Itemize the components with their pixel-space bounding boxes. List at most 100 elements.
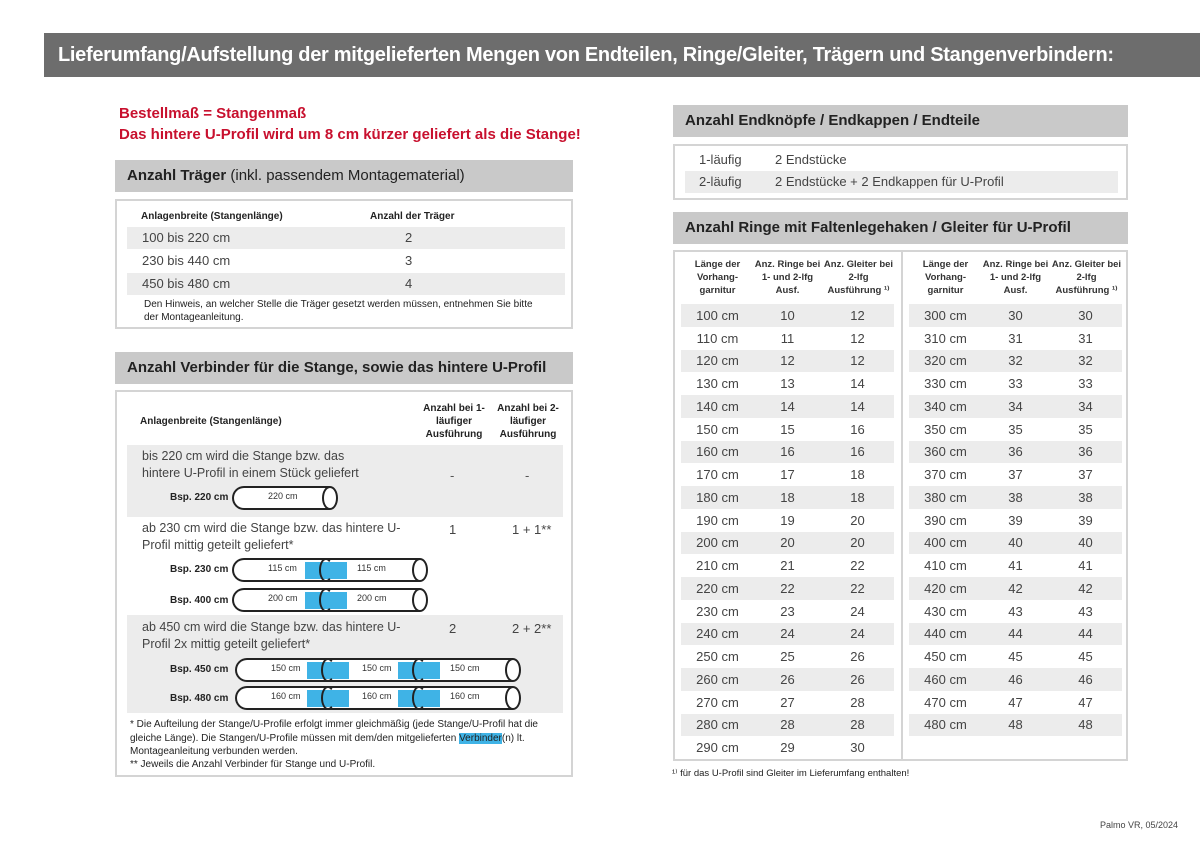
gliders-cell: 12 <box>850 330 865 346</box>
length-cell: 120 cm <box>681 349 754 373</box>
type: 1-läufig <box>699 152 742 167</box>
rings-cell: 44 <box>982 622 1049 646</box>
count: 2 <box>405 230 413 245</box>
rings-cell: 11 <box>780 330 795 346</box>
rings-cell: 31 <box>1008 330 1023 346</box>
gliders-cell: 35 <box>1078 421 1093 437</box>
table-row: 370 cm 37 37 <box>909 463 1122 486</box>
table-row: 410 cm 41 41 <box>909 554 1122 577</box>
gliders-cell: 12 <box>821 304 894 327</box>
table-row: 100 bis 220 cm 2 <box>127 227 565 249</box>
table-row: 210 cm 21 22 <box>681 554 894 577</box>
length-cell: 460 cm <box>909 668 982 691</box>
rings-cell: 28 <box>754 713 821 737</box>
length-cell: 110 cm <box>696 330 739 346</box>
table-row: 270 cm 27 28 <box>681 691 894 714</box>
type: 2-läufig <box>699 174 742 189</box>
verbinder-footnote-2: ** Jeweils die Anzahl Verbinder für Stan… <box>130 759 376 770</box>
verbinder-table: Anlagenbreite (Stangenlänge) Anzahl bei … <box>115 390 573 777</box>
rings-cell: 38 <box>982 486 1049 509</box>
rings-cell: 17 <box>780 467 795 483</box>
page-title: Lieferumfang/Aufstellung der mitgeliefer… <box>44 33 1200 77</box>
gliders-cell: 26 <box>821 668 894 691</box>
rings-cell: 29 <box>780 740 795 756</box>
gliders-cell: 30 <box>850 740 865 756</box>
rings-cell: 39 <box>1008 512 1023 528</box>
ringe-left: Länge der Vorhang-garnitur Anz. Ringe be… <box>681 258 896 759</box>
endteile-heading: Anzahl Endknöpfe / Endkappen / Endteile <box>673 105 1128 137</box>
rings-cell: 18 <box>754 486 821 509</box>
range: 100 bis 220 cm <box>142 230 231 245</box>
table-row: 140 cm 14 14 <box>681 395 894 418</box>
length-cell: 290 cm <box>696 740 739 756</box>
footnote-text: (n) lt. Montageanleitung verbunden werde… <box>130 732 525 758</box>
range: 230 bis 440 cm <box>142 253 231 268</box>
length-cell: 330 cm <box>924 376 967 392</box>
endteile-table: 1-läufig 2 Endstücke 2-läufig 2 Endstücke … <box>673 144 1128 200</box>
connector-icon <box>305 558 347 582</box>
rings-cell: 16 <box>754 440 821 464</box>
ringe-left-table: 100 cm 10 12 110 cm 11 12 120 cm 12 12 130 cm 13 14… <box>681 304 894 759</box>
table-row: 120 cm 12 12 <box>681 349 894 373</box>
rod-diagram: 150 cm 150 cm 150 cm <box>235 658 521 682</box>
count-2lfg: 1 + 1** <box>512 522 552 537</box>
gliders-cell: 44 <box>1049 622 1122 646</box>
length-cell: 420 cm <box>909 577 982 600</box>
segment-length: 115 cm <box>268 563 297 573</box>
col-header: Länge der Vorhang-garnitur <box>694 259 741 296</box>
count-1lfg: - <box>450 468 455 483</box>
verbinder-footnote-1: * Die Aufteilung der Stange/U-Profile er… <box>130 718 560 759</box>
table-row: 170 cm 17 18 <box>681 463 894 486</box>
gliders-cell: 46 <box>1049 668 1122 691</box>
rings-cell: 37 <box>1008 467 1023 483</box>
table-row: 150 cm 15 16 <box>681 418 894 441</box>
rings-cell: 12 <box>754 349 821 373</box>
example-label: Bsp. 230 cm <box>170 564 229 575</box>
notice-line-2: Das hintere U-Profil wird um 8 cm kürzer… <box>119 126 581 143</box>
group-row <box>127 445 563 517</box>
rings-cell: 15 <box>780 421 795 437</box>
segment-length: 115 cm <box>357 563 386 573</box>
gliders-cell: 43 <box>1078 603 1093 619</box>
example-label: Bsp. 220 cm <box>170 492 229 503</box>
length-cell: 310 cm <box>924 330 967 346</box>
ringe-right: Länge der Vorhang-garnitur Anz. Ringe be… <box>909 258 1124 737</box>
gliders-cell: 12 <box>821 349 894 373</box>
col-header: Anlagenbreite (Stangenlänge) <box>141 211 283 222</box>
gliders-cell: 31 <box>1078 330 1093 346</box>
table-row: 390 cm 39 39 <box>909 509 1122 532</box>
length-cell: 260 cm <box>681 668 754 691</box>
footnote-text: * Die Aufteilung der Stange/U-Profile er… <box>130 719 538 744</box>
table-row: 220 cm 22 22 <box>681 577 894 600</box>
table-row: 100 cm 10 12 <box>681 304 894 327</box>
rings-cell: 27 <box>780 694 795 710</box>
gliders-cell: 14 <box>850 376 865 392</box>
table-row: 230 bis 440 cm 3 <box>127 250 565 272</box>
gliders-cell: 18 <box>821 486 894 509</box>
count-2lfg: 2 + 2** <box>512 621 552 636</box>
rings-cell: 25 <box>780 649 795 665</box>
length-cell: 210 cm <box>696 558 739 574</box>
rings-cell: 47 <box>1008 694 1023 710</box>
table-row: 450 bis 480 cm 4 <box>127 273 565 295</box>
connector-icon <box>307 658 349 682</box>
footer-version: Palmo VR, 05/2024 <box>1100 820 1179 830</box>
segment-length: 160 cm <box>271 691 301 701</box>
header-row: Länge der Vorhang-garnitur Anz. Ringe be… <box>909 258 1124 304</box>
rings-cell: 45 <box>1008 649 1023 665</box>
length-cell: 100 cm <box>681 304 754 327</box>
length-cell: 450 cm <box>924 649 967 665</box>
traeger-note: Den Hinweis, an welcher Stelle die Träge… <box>144 299 533 323</box>
col-header: Anlagenbreite (Stangenlänge) <box>140 416 282 427</box>
table-row: 260 cm 26 26 <box>681 668 894 691</box>
value: 2 Endstücke + 2 Endkappen für U-Profil <box>775 174 1004 189</box>
gliders-cell: 18 <box>850 467 865 483</box>
rings-cell: 13 <box>780 376 795 392</box>
gliders-cell: 34 <box>1049 395 1122 418</box>
rings-cell: 14 <box>754 395 821 418</box>
rod-diagram: 220 cm <box>232 486 338 510</box>
table-row: 130 cm 13 14 <box>681 372 894 395</box>
table-row: 180 cm 18 18 <box>681 486 894 509</box>
ringe-right-table: 300 cm 30 30 310 cm 31 31 320 cm 32 32 330 cm 33 33… <box>909 304 1122 737</box>
notice-line-1: Bestellmaß = Stangenmaß <box>119 105 307 122</box>
